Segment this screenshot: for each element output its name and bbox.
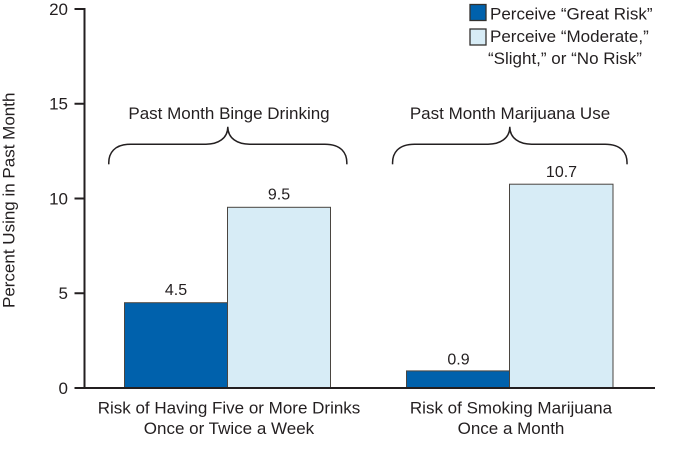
svg-text:Percent Using in Past Month: Percent Using in Past Month [0, 93, 19, 308]
svg-text:15: 15 [49, 95, 68, 114]
svg-text:9.5: 9.5 [268, 186, 290, 203]
svg-text:10.7: 10.7 [546, 164, 577, 181]
svg-text:0: 0 [59, 379, 68, 398]
svg-text:Past Month Binge Drinking: Past Month Binge Drinking [128, 104, 329, 123]
svg-text:0.9: 0.9 [447, 351, 469, 368]
svg-text:Perceive “Moderate,”: Perceive “Moderate,” [490, 27, 649, 46]
svg-text:Past Month Marijuana Use: Past Month Marijuana Use [410, 104, 610, 123]
svg-text:10: 10 [49, 189, 68, 208]
svg-text:Once or Twice a Week: Once or Twice a Week [144, 419, 315, 438]
svg-text:Risk of Having Five or More Dr: Risk of Having Five or More Drinks [98, 399, 361, 418]
svg-text:20: 20 [49, 0, 68, 19]
svg-text:4.5: 4.5 [165, 282, 187, 299]
svg-text:5: 5 [59, 284, 68, 303]
svg-text:Risk of Smoking Marijuana: Risk of Smoking Marijuana [410, 399, 613, 418]
svg-text:Once a Month: Once a Month [458, 419, 565, 438]
svg-text:Perceive “Great Risk”: Perceive “Great Risk” [490, 5, 653, 24]
svg-text:“Slight,” or “No Risk”: “Slight,” or “No Risk” [488, 49, 642, 68]
